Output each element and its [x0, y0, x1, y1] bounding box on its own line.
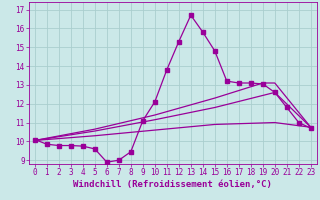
X-axis label: Windchill (Refroidissement éolien,°C): Windchill (Refroidissement éolien,°C) — [73, 180, 272, 189]
